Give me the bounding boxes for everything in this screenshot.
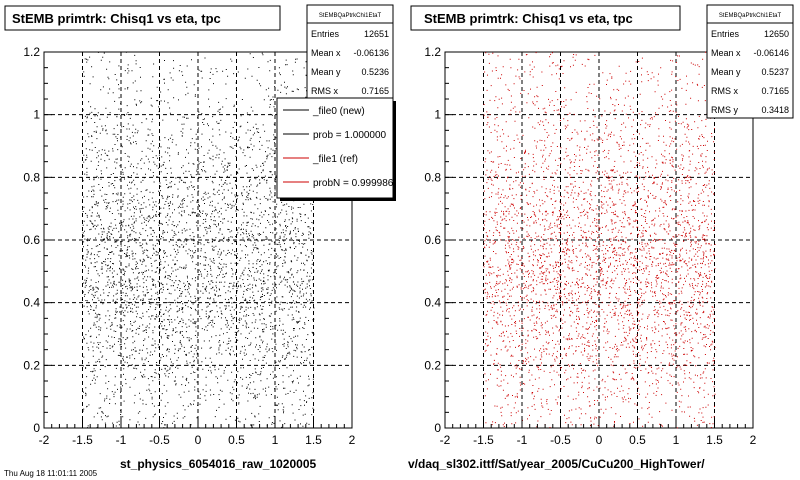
- legend-entry-label: _file0 (new): [312, 106, 365, 117]
- stats-label: Mean x: [311, 48, 341, 58]
- left-footer-date: Thu Aug 18 11:01:11 2005: [4, 469, 98, 478]
- x-tick-label: -2: [440, 433, 451, 447]
- left-histogram-panel: -2 -1.5 -1 -0.5 0 0.5 1 1.5 2 0 0.2 0.4 0.6 0.8 1 1.2 S…: [4, 4, 396, 478]
- x-tick-label: 1.5: [706, 433, 723, 447]
- y-tick-label: 1: [33, 108, 40, 122]
- stats-label: Entries: [311, 29, 340, 39]
- stats-value: -0.06136: [353, 48, 389, 58]
- right-grid: [445, 52, 753, 428]
- stats-label: Mean y: [711, 67, 741, 77]
- stats-histogram-name: StEMBQaPtrkChi1EtaT: [719, 13, 782, 19]
- x-tick-label: -1.5: [473, 433, 494, 447]
- x-tick-label: 1: [673, 433, 680, 447]
- stats-value: -0.06146: [753, 48, 789, 58]
- legend-entry-label: probN = 0.999986: [313, 178, 394, 189]
- x-tick-label: -1: [116, 433, 127, 447]
- y-tick-label: 0.6: [23, 233, 40, 247]
- y-tick-label: 1.2: [424, 45, 441, 59]
- right-title: StEMB primtrk: Chisq1 vs eta, tpc: [424, 11, 633, 26]
- stats-label: Mean y: [311, 67, 341, 77]
- stats-label: Entries: [711, 29, 740, 39]
- legend-frame: [276, 97, 394, 199]
- legend-entry-label: _file1 (ref): [312, 154, 358, 165]
- y-tick-label: 0.8: [23, 170, 40, 184]
- x-tick-label: -1.5: [72, 433, 93, 447]
- x-tick-label: 0.5: [629, 433, 646, 447]
- x-tick-label: 2: [750, 433, 757, 447]
- y-tick-label: 0.6: [424, 233, 441, 247]
- stats-box-frame: [706, 4, 794, 119]
- stats-value: 12650: [764, 29, 789, 39]
- left-grid: [44, 52, 352, 428]
- right-title-box: StEMB primtrk: Chisq1 vs eta, tpc: [410, 5, 681, 31]
- stats-value: 0.3418: [761, 105, 789, 115]
- y-tick-label: 1.2: [23, 45, 40, 59]
- x-tick-label: -1: [517, 433, 528, 447]
- y-tick-label: 0.2: [424, 358, 441, 372]
- legend-entry-label: prob = 1.000000: [313, 130, 387, 141]
- x-tick-label: -0.5: [550, 433, 571, 447]
- x-tick-label: -0.5: [149, 433, 170, 447]
- stats-value: 0.7165: [761, 86, 789, 96]
- x-tick-label: 1.5: [305, 433, 322, 447]
- left-axes: -2 -1.5 -1 -0.5 0 0.5 1 1.5 2 0 0.2 0.4 0.6 0.8 1 1.2: [23, 45, 355, 447]
- y-tick-label: 0.8: [424, 170, 441, 184]
- x-tick-label: 0.5: [228, 433, 245, 447]
- right-stats-box: StEMBQaPtrkChi1EtaT Entries 12650 Mean x -0.…: [706, 4, 794, 119]
- stats-label: RMS x: [711, 86, 739, 96]
- y-tick-label: 0: [434, 421, 441, 435]
- stats-label: RMS x: [311, 86, 339, 96]
- y-tick-label: 0.2: [23, 358, 40, 372]
- left-title: StEMB primtrk: Chisq1 vs eta, tpc: [12, 11, 221, 26]
- left-legend: _file0 (new) prob = 1.000000 _file1 (ref) p…: [276, 97, 396, 201]
- x-tick-label: 2: [349, 433, 356, 447]
- left-title-box: StEMB primtrk: Chisq1 vs eta, tpc: [4, 5, 281, 31]
- left-footer-label: st_physics_6054016_raw_1020005: [120, 457, 316, 471]
- left-stats-box: StEMBQaPtrkChi1EtaT Entries 12651 Mean x -0.…: [306, 4, 394, 100]
- stats-label: RMS y: [711, 105, 739, 115]
- right-scatter-points: [483, 51, 716, 429]
- stats-value: 0.5237: [761, 67, 789, 77]
- stats-histogram-name: StEMBQaPtrkChi1EtaT: [319, 13, 382, 19]
- stats-label: Mean x: [711, 48, 741, 58]
- x-tick-label: 0: [596, 433, 603, 447]
- y-tick-label: 0.4: [23, 296, 40, 310]
- y-tick-label: 1: [434, 108, 441, 122]
- right-histogram-panel: -2 -1.5 -1 -0.5 0 0.5 1 1.5 2 0 0.2 0.4 0.6 0.8 1 1.2 S…: [408, 4, 794, 471]
- stats-value: 0.5236: [361, 67, 389, 77]
- y-tick-label: 0.4: [424, 296, 441, 310]
- y-tick-label: 0: [33, 421, 40, 435]
- stats-box-frame: [306, 4, 394, 100]
- x-tick-label: 1: [272, 433, 279, 447]
- right-axes: -2 -1.5 -1 -0.5 0 0.5 1 1.5 2 0 0.2 0.4 0.6 0.8 1 1.2: [424, 45, 756, 447]
- right-footer-label: v/daq_sl302.ittf/Sat/year_2005/CuCu200_H…: [408, 457, 705, 471]
- x-tick-label: 0: [195, 433, 202, 447]
- left-scatter-points: [82, 51, 315, 429]
- scatter-point-cloud: [82, 51, 315, 429]
- scatter-point-cloud: [483, 51, 716, 429]
- x-tick-label: -2: [39, 433, 50, 447]
- stats-value: 12651: [364, 29, 389, 39]
- stats-value: 0.7165: [361, 86, 389, 96]
